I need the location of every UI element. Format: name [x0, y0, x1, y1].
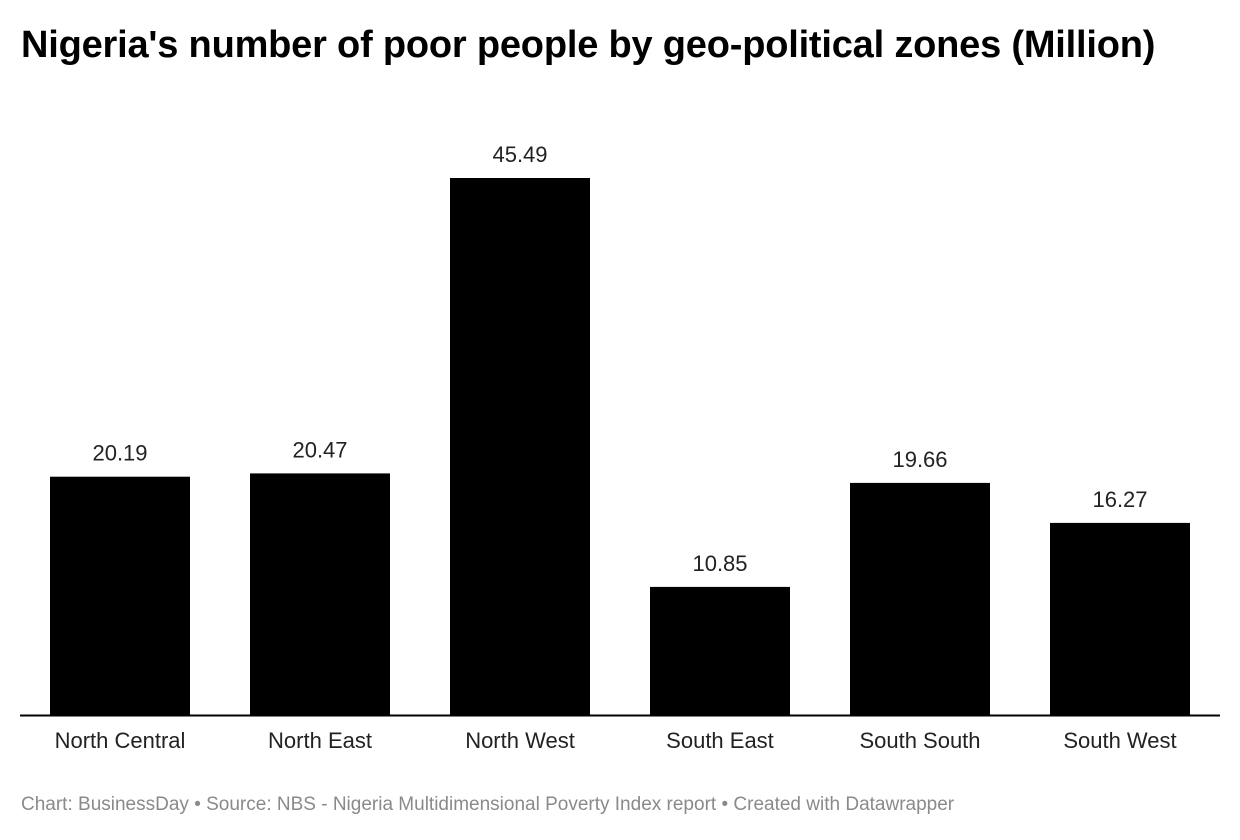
- bar-north-west: [450, 178, 590, 715]
- footer-separator: •: [194, 794, 201, 815]
- value-label-north-east: 20.47: [292, 437, 347, 462]
- footer-created-with: Created with Datawrapper: [733, 794, 955, 815]
- category-label-north-west: North West: [465, 728, 575, 753]
- value-labels-group: 20.19 20.47 45.49 10.85 19.66 16.27: [92, 142, 1147, 576]
- bar-north-central: [50, 476, 190, 715]
- value-label-south-west: 16.27: [1092, 487, 1147, 512]
- category-label-south-west: South West: [1063, 728, 1176, 753]
- bar-chart: 20.19 20.47 45.49 10.85 19.66 16.27 North Cen…: [20, 142, 1220, 753]
- footer-source: Source: NBS - Nigeria Multidimensional P…: [206, 794, 717, 815]
- category-label-north-east: North East: [268, 728, 372, 753]
- category-label-south-south: South South: [859, 728, 980, 753]
- category-label-north-central: North Central: [55, 728, 186, 753]
- value-label-north-west: 45.49: [492, 142, 547, 167]
- bar-south-south: [850, 482, 990, 715]
- footer-chart-credit: Chart: BusinessDay: [21, 794, 189, 815]
- value-label-south-east: 10.85: [692, 551, 747, 576]
- bar-south-east: [650, 586, 790, 715]
- chart-footer: Chart: BusinessDay • Source: NBS - Niger…: [21, 794, 954, 816]
- footer-separator: •: [721, 794, 729, 815]
- bar-south-west: [1050, 522, 1190, 715]
- bars-group: [50, 178, 1190, 715]
- value-label-south-south: 19.66: [892, 447, 947, 472]
- category-label-south-east: South East: [666, 728, 774, 753]
- category-labels-group: North Central North East North West South E…: [55, 728, 1177, 753]
- bar-north-east: [250, 473, 390, 715]
- value-label-north-central: 20.19: [92, 441, 147, 466]
- chart-title: Nigeria's number of poor people by geo-p…: [21, 24, 1156, 66]
